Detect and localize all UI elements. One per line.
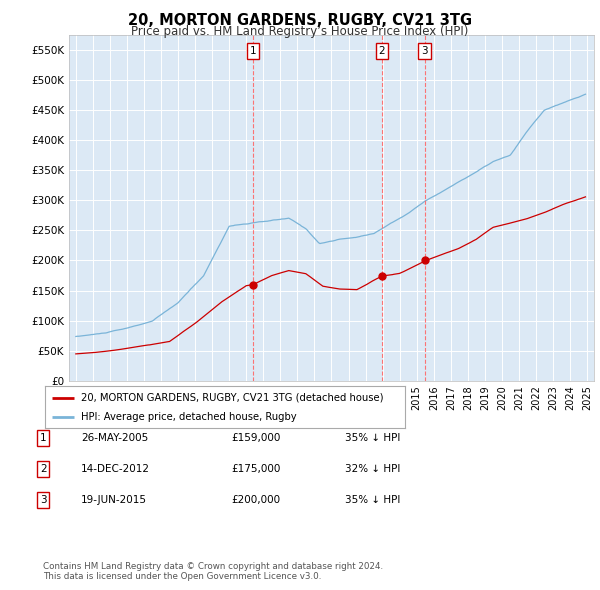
Text: 1: 1	[250, 46, 256, 56]
Text: 20, MORTON GARDENS, RUGBY, CV21 3TG: 20, MORTON GARDENS, RUGBY, CV21 3TG	[128, 13, 472, 28]
Text: £200,000: £200,000	[231, 496, 280, 505]
Text: 1: 1	[40, 433, 47, 442]
Text: Price paid vs. HM Land Registry’s House Price Index (HPI): Price paid vs. HM Land Registry’s House …	[131, 25, 469, 38]
Text: £175,000: £175,000	[231, 464, 280, 474]
Text: HPI: Average price, detached house, Rugby: HPI: Average price, detached house, Rugb…	[81, 412, 296, 422]
Text: 26-MAY-2005: 26-MAY-2005	[81, 433, 148, 442]
Text: £159,000: £159,000	[231, 433, 280, 442]
Text: 19-JUN-2015: 19-JUN-2015	[81, 496, 147, 505]
Text: Contains HM Land Registry data © Crown copyright and database right 2024.
This d: Contains HM Land Registry data © Crown c…	[43, 562, 383, 581]
Text: 2: 2	[40, 464, 47, 474]
Text: 20, MORTON GARDENS, RUGBY, CV21 3TG (detached house): 20, MORTON GARDENS, RUGBY, CV21 3TG (det…	[81, 392, 383, 402]
Text: 32% ↓ HPI: 32% ↓ HPI	[345, 464, 400, 474]
Text: 14-DEC-2012: 14-DEC-2012	[81, 464, 150, 474]
Text: 35% ↓ HPI: 35% ↓ HPI	[345, 433, 400, 442]
Text: 3: 3	[421, 46, 428, 56]
Text: 2: 2	[379, 46, 385, 56]
Text: 35% ↓ HPI: 35% ↓ HPI	[345, 496, 400, 505]
Text: 3: 3	[40, 496, 47, 505]
